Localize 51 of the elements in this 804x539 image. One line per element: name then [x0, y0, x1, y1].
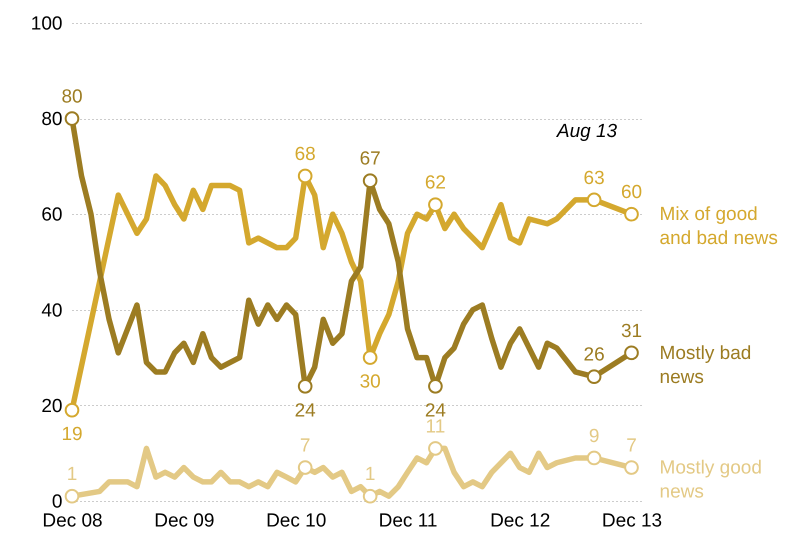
- point: [362, 350, 378, 365]
- data-label: 62: [424, 172, 446, 194]
- y-tick-label: 0: [52, 492, 62, 512]
- y-tick-label: 60: [41, 204, 62, 226]
- point: [586, 192, 602, 208]
- y-tick-label: 100: [30, 14, 62, 34]
- point: [428, 441, 443, 456]
- point: [428, 197, 443, 212]
- x-tick-label: Dec 08: [42, 510, 103, 532]
- series-label: Mostly good news: [660, 458, 762, 503]
- data-label: 63: [584, 168, 605, 189]
- point: [624, 206, 639, 222]
- data-label: 80: [61, 86, 83, 108]
- point: [64, 488, 80, 504]
- data-label: 30: [360, 372, 381, 393]
- point: [362, 173, 378, 188]
- data-label: 9: [588, 426, 600, 447]
- x-tick-label: Dec 13: [602, 510, 662, 532]
- point: [586, 369, 602, 384]
- data-label: 1: [66, 464, 78, 486]
- data-label: 68: [294, 144, 316, 165]
- point: [428, 378, 443, 394]
- point: [362, 488, 378, 504]
- point: [298, 460, 312, 475]
- point: [298, 168, 312, 184]
- y-tick-label: 80: [41, 109, 62, 130]
- point: [298, 378, 312, 394]
- data-label: 7: [300, 436, 310, 457]
- data-label: 7: [626, 436, 637, 457]
- x-tick-label: Dec 10: [266, 510, 326, 532]
- series-label: Mix of good and bad news: [660, 204, 778, 250]
- series-label: Mostly bad news: [660, 342, 752, 388]
- y-tick-label: 20: [41, 396, 62, 417]
- point: [64, 111, 80, 126]
- x-tick-label: Dec 12: [490, 510, 550, 532]
- annotation: Aug 13: [556, 121, 618, 142]
- point: [624, 460, 639, 475]
- data-label: 67: [360, 148, 381, 170]
- data-label: 24: [294, 400, 316, 422]
- y-tick-label: 40: [41, 300, 62, 322]
- data-label: 60: [620, 182, 642, 204]
- point: [624, 346, 639, 360]
- data-label: 19: [61, 424, 83, 446]
- data-label: 31: [620, 320, 642, 342]
- x-tick-label: Dec 09: [154, 510, 214, 532]
- data-label: 11: [426, 416, 446, 438]
- x-tick-label: Dec 11: [378, 510, 438, 532]
- data-label: 1: [364, 464, 376, 486]
- point: [64, 402, 80, 418]
- point: [586, 450, 602, 466]
- data-label: 26: [584, 344, 605, 366]
